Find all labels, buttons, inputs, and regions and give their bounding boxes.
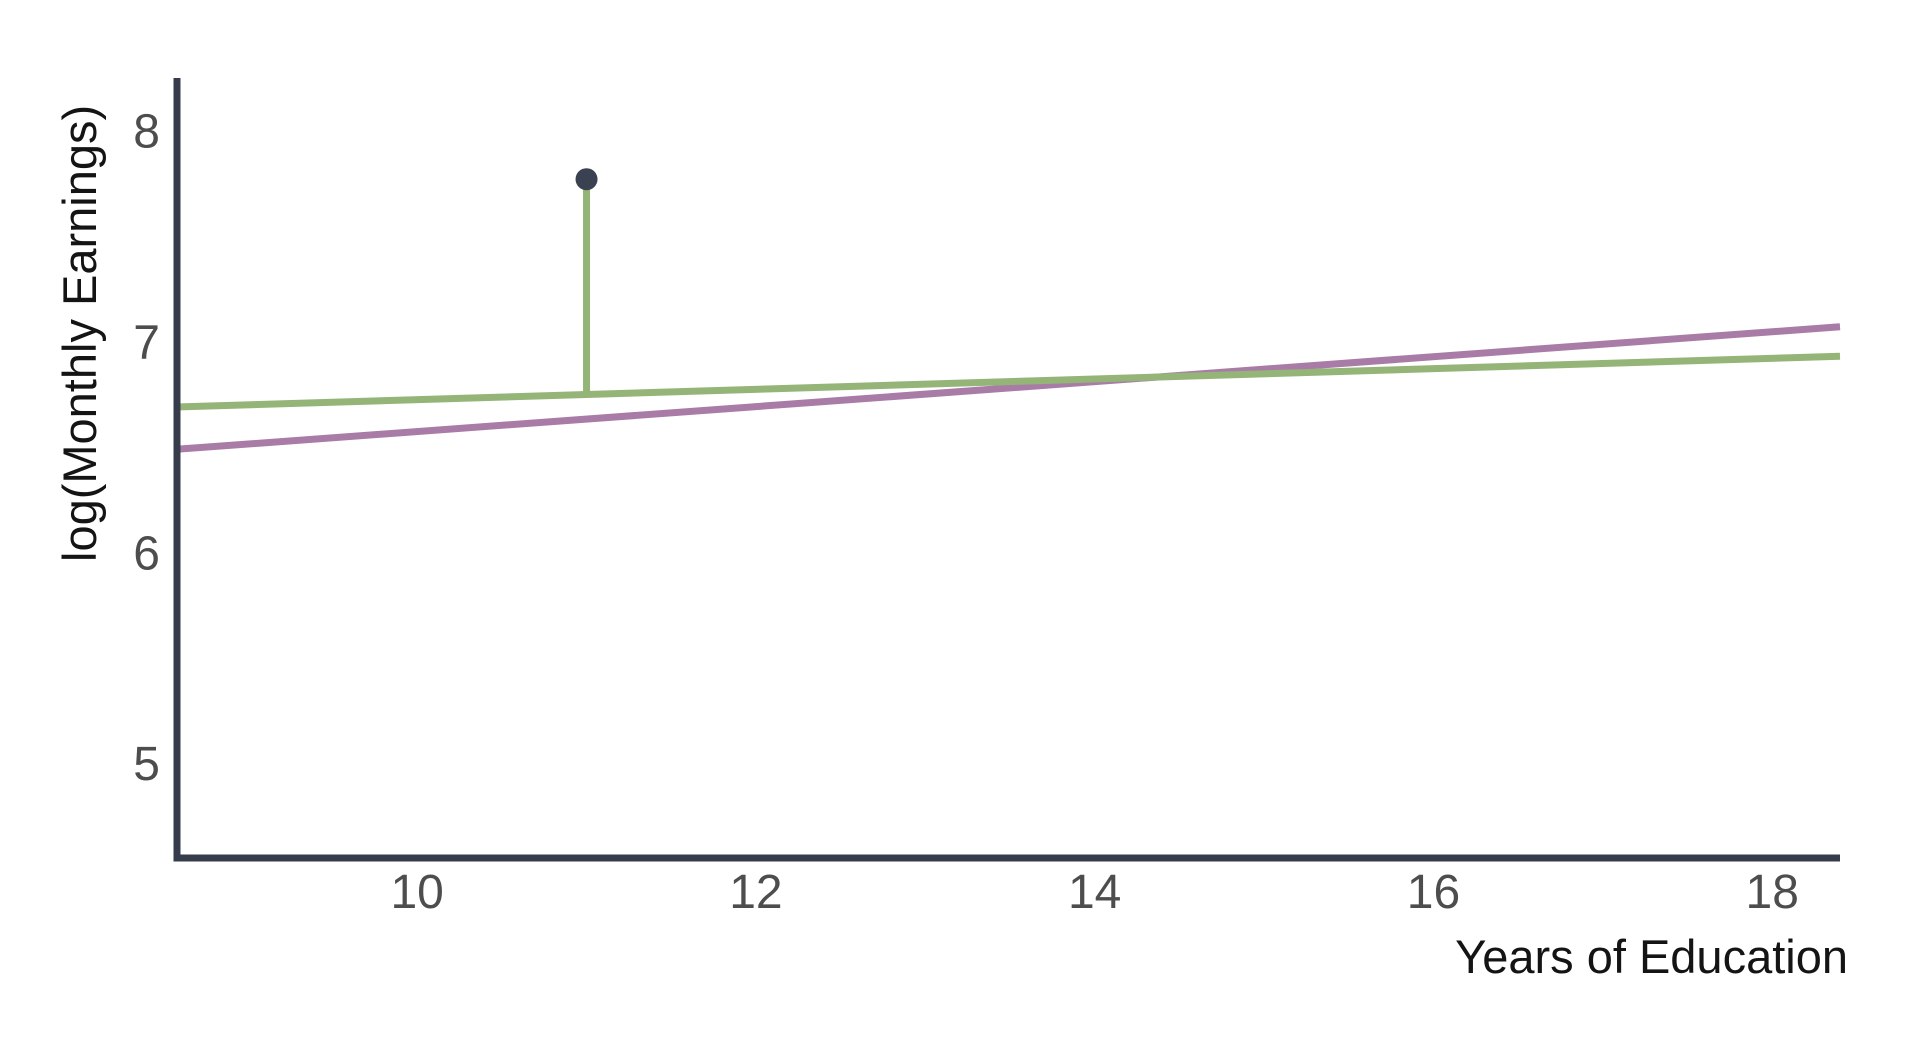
x-tick-label: 12 [729, 866, 782, 919]
series-layer [179, 168, 1841, 453]
x-tick-label: 14 [1068, 866, 1121, 919]
y-tick-label: 8 [133, 106, 160, 159]
x-axis-title: Years of Education [1455, 930, 1848, 983]
x-tick-label: 16 [1407, 866, 1460, 919]
x-tick-label: 10 [390, 866, 443, 919]
y-axis-title: log(Monthly Earnings) [53, 105, 106, 562]
purple-fit-line [179, 323, 1841, 453]
y-tick-label: 7 [133, 317, 160, 370]
tick-layer: 5 6 7 8 10 12 14 16 18 [133, 106, 1799, 919]
data-point [575, 168, 598, 191]
y-tick-label: 5 [133, 738, 160, 791]
y-tick-label: 6 [133, 527, 160, 580]
axis-layer [173, 78, 1840, 862]
green-fit-line [179, 352, 1841, 411]
x-tick-label: 18 [1746, 866, 1799, 919]
